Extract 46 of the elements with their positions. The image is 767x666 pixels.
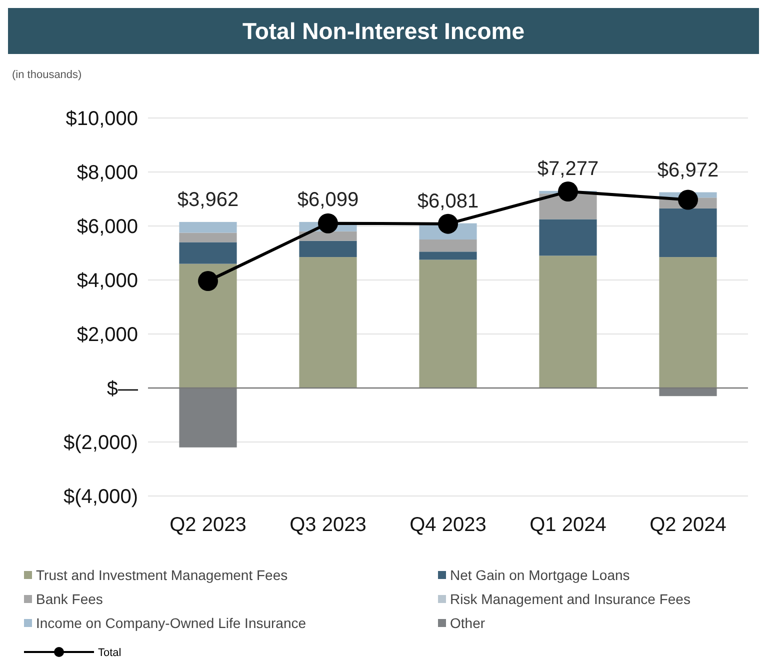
- bar: [539, 219, 597, 256]
- x-tick-label: Q2 2024: [650, 514, 726, 536]
- y-tick-label: $10,000: [66, 108, 138, 130]
- point: [558, 182, 578, 202]
- bar: [179, 232, 237, 242]
- data-label: $3,962: [177, 188, 239, 211]
- text: Total: [98, 647, 122, 659]
- point: [678, 190, 698, 210]
- bar: [179, 242, 237, 264]
- legend-label: Risk Management and Insurance Fees: [450, 591, 690, 607]
- bar: [539, 256, 597, 388]
- bar: [299, 231, 357, 241]
- point: [318, 213, 338, 234]
- bar: [419, 252, 477, 260]
- data-label: $6,099: [297, 188, 359, 211]
- legend-label: Bank Fees: [36, 591, 103, 607]
- y-tick-label: $(4,000): [64, 486, 138, 508]
- bar: [419, 240, 477, 252]
- y-tick-label: $2,000: [76, 324, 138, 346]
- legend-label: Income on Company-Owned Life Insurance: [36, 615, 306, 631]
- chart-title: Total Non-Interest Income: [242, 18, 524, 44]
- y-tick-label: $8,000: [76, 162, 138, 184]
- y-tick-label: $4,000: [76, 270, 138, 292]
- y-tick-label: $—: [106, 378, 138, 400]
- text: (in thousands): [12, 69, 82, 81]
- legend-label: Net Gain on Mortgage Loans: [450, 567, 630, 583]
- legend-label: Other: [450, 615, 486, 631]
- point: [198, 271, 218, 292]
- bar: [659, 257, 717, 388]
- bar: [179, 222, 237, 233]
- y-tick-label: $6,000: [76, 216, 138, 238]
- bar: [419, 260, 477, 388]
- x-tick-label: Q1 2024: [530, 514, 606, 536]
- legend-label: Trust and Investment Management Fees: [36, 567, 288, 583]
- y-tick-label: $(2,000): [64, 432, 138, 454]
- bar: [179, 264, 237, 388]
- x-tick-label: Q3 2023: [290, 514, 366, 536]
- point: [438, 214, 458, 234]
- bar: [659, 208, 717, 258]
- x-tick-label: Q4 2023: [410, 514, 486, 536]
- x-tick-label: Q2 2023: [170, 514, 246, 536]
- bar: [299, 240, 357, 258]
- data-label: $6,972: [657, 159, 719, 182]
- bar: [299, 257, 357, 388]
- data-label: $7,277: [537, 158, 599, 180]
- data-label: $6,081: [417, 190, 479, 212]
